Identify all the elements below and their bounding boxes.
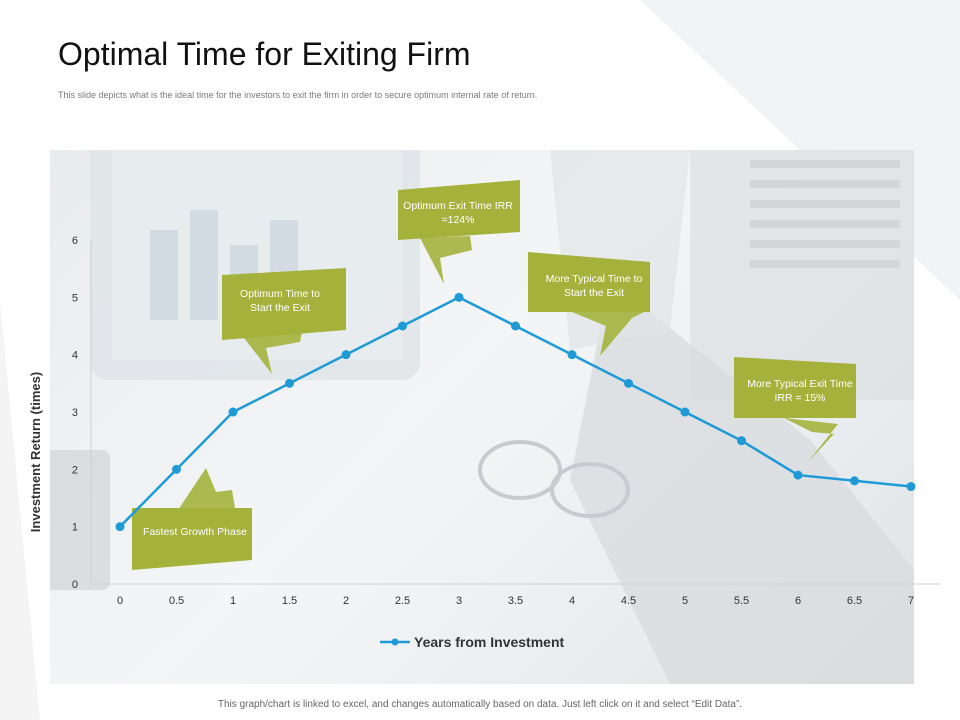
page-subtitle: This slide depicts what is the ideal tim… bbox=[58, 90, 538, 100]
y-axis: 0 1 2 3 4 5 6 bbox=[72, 235, 92, 591]
data-point bbox=[228, 407, 238, 417]
data-point bbox=[680, 407, 690, 417]
data-point bbox=[398, 321, 407, 331]
callout-box-optimum-exit bbox=[398, 180, 520, 240]
page-title: Optimal Time for Exiting Firm bbox=[58, 36, 471, 72]
callout-tail-fastest-growth bbox=[178, 468, 235, 510]
y-tick-label: 3 bbox=[72, 407, 78, 419]
data-point bbox=[341, 350, 351, 360]
callout-typical-exit: More Typical Exit Time IRR = 15% bbox=[747, 378, 853, 404]
callout-tail-optimum-start bbox=[244, 332, 302, 374]
y-axis-label: Investment Return (times) bbox=[28, 372, 43, 532]
x-tick-label: 6 bbox=[795, 595, 801, 607]
callout-tail-typical-start bbox=[572, 312, 644, 356]
data-point bbox=[737, 436, 746, 446]
y-tick-label: 6 bbox=[72, 235, 78, 247]
callout-optimum-exit: Optimum Exit Time IRR =124% bbox=[403, 200, 513, 226]
x-tick-label: 1.5 bbox=[282, 595, 297, 607]
data-point bbox=[906, 482, 916, 492]
callout-box-typical-start bbox=[528, 252, 650, 312]
callout-fastest-growth: Fastest Growth Phase bbox=[143, 526, 247, 538]
data-point bbox=[115, 522, 125, 532]
x-tick-label: 5.5 bbox=[734, 595, 749, 607]
callout-box-fastest-growth bbox=[132, 508, 252, 570]
series-line bbox=[115, 292, 916, 532]
callout-tail-optimum-exit bbox=[420, 236, 472, 284]
x-tick-label: 3 bbox=[456, 595, 462, 607]
data-point bbox=[793, 470, 803, 480]
data-point bbox=[172, 464, 181, 474]
x-tick-label: 7 bbox=[908, 595, 914, 607]
callout-box-typical-exit bbox=[734, 357, 856, 418]
callout-shapes bbox=[132, 180, 856, 570]
legend-label: Years from Investment bbox=[414, 634, 565, 650]
x-tick-label: 2.5 bbox=[395, 595, 410, 607]
data-point bbox=[511, 321, 520, 331]
callout-tail-typical-exit bbox=[784, 418, 838, 462]
x-tick-label: 4.5 bbox=[621, 595, 636, 607]
x-axis: 0 0.5 1 1.5 2 2.5 3 3.5 4 4.5 5 5.5 6 6.5 7 bbox=[91, 583, 940, 607]
callout-optimum-start: Optimum Time to Start the Exit bbox=[240, 288, 320, 314]
data-point bbox=[624, 378, 633, 388]
x-tick-label: 0 bbox=[117, 595, 123, 607]
y-tick-label: 0 bbox=[72, 579, 78, 591]
x-tick-label: 5 bbox=[682, 595, 688, 607]
x-tick-label: 2 bbox=[343, 595, 349, 607]
x-tick-label: 4 bbox=[569, 595, 575, 607]
data-point bbox=[454, 292, 464, 302]
x-tick-label: 3.5 bbox=[508, 595, 523, 607]
callout-typical-start: More Typical Time to Start the Exit bbox=[545, 273, 643, 299]
footnote: This graph/chart is linked to excel, and… bbox=[217, 699, 743, 710]
y-tick-label: 1 bbox=[72, 522, 78, 534]
y-tick-label: 4 bbox=[72, 350, 78, 362]
x-tick-label: 1 bbox=[230, 595, 236, 607]
data-point bbox=[850, 476, 859, 486]
x-tick-label: 6.5 bbox=[847, 595, 862, 607]
data-point bbox=[567, 350, 577, 360]
data-point bbox=[285, 378, 294, 388]
y-tick-label: 2 bbox=[72, 464, 78, 476]
y-tick-label: 5 bbox=[72, 292, 78, 304]
legend-line-marker-icon bbox=[380, 638, 410, 646]
chart-legend: Years from Investment bbox=[380, 634, 564, 650]
callout-box-optimum-start bbox=[222, 268, 346, 340]
x-tick-label: 0.5 bbox=[169, 595, 184, 607]
